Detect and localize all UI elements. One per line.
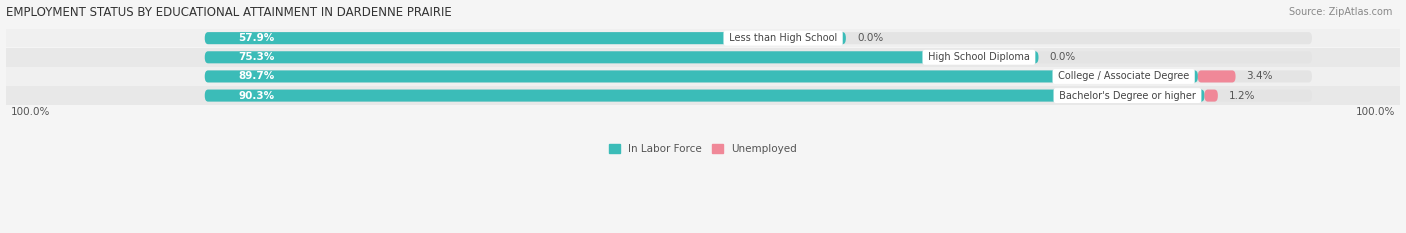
Bar	[6, 48, 1400, 67]
FancyBboxPatch shape	[1205, 89, 1218, 102]
Text: College / Associate Degree: College / Associate Degree	[1054, 72, 1192, 82]
FancyBboxPatch shape	[205, 89, 1205, 102]
Legend: In Labor Force, Unemployed: In Labor Force, Unemployed	[605, 140, 801, 158]
Text: Bachelor's Degree or higher: Bachelor's Degree or higher	[1056, 91, 1199, 101]
Text: 0.0%: 0.0%	[856, 33, 883, 43]
FancyBboxPatch shape	[205, 32, 846, 44]
Text: Source: ZipAtlas.com: Source: ZipAtlas.com	[1288, 7, 1392, 17]
Text: High School Diploma: High School Diploma	[925, 52, 1033, 62]
FancyBboxPatch shape	[205, 89, 1312, 102]
Text: 75.3%: 75.3%	[238, 52, 274, 62]
Text: 100.0%: 100.0%	[1355, 107, 1395, 117]
Bar	[6, 67, 1400, 86]
Text: 0.0%: 0.0%	[1049, 52, 1076, 62]
Bar	[6, 86, 1400, 105]
Text: EMPLOYMENT STATUS BY EDUCATIONAL ATTAINMENT IN DARDENNE PRAIRIE: EMPLOYMENT STATUS BY EDUCATIONAL ATTAINM…	[6, 6, 451, 19]
Text: 100.0%: 100.0%	[11, 107, 51, 117]
FancyBboxPatch shape	[205, 51, 1039, 63]
FancyBboxPatch shape	[205, 51, 1312, 63]
Text: 90.3%: 90.3%	[238, 91, 274, 101]
Text: 1.2%: 1.2%	[1229, 91, 1256, 101]
FancyBboxPatch shape	[205, 32, 1312, 44]
Bar	[6, 29, 1400, 48]
Text: 3.4%: 3.4%	[1247, 72, 1272, 82]
FancyBboxPatch shape	[205, 70, 1198, 82]
FancyBboxPatch shape	[205, 70, 1312, 82]
Text: 89.7%: 89.7%	[238, 72, 274, 82]
Text: 57.9%: 57.9%	[238, 33, 274, 43]
Text: Less than High School: Less than High School	[725, 33, 841, 43]
FancyBboxPatch shape	[1198, 70, 1236, 82]
